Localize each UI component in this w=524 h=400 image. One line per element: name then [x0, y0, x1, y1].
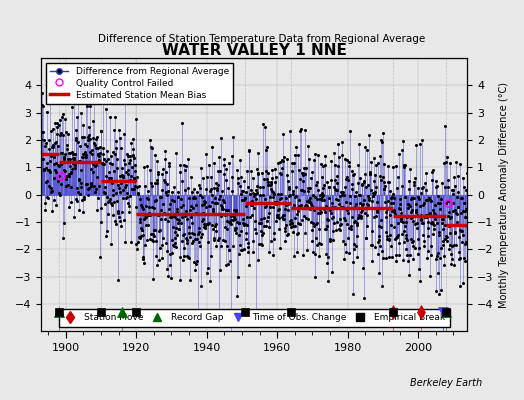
Legend: Station Move, Record Gap, Time of Obs. Change, Empirical Break: Station Move, Record Gap, Time of Obs. C… [59, 309, 450, 327]
Title: WATER VALLEY 1 NNE: WATER VALLEY 1 NNE [162, 43, 347, 58]
Text: Berkeley Earth: Berkeley Earth [410, 378, 482, 388]
Y-axis label: Monthly Temperature Anomaly Difference (°C): Monthly Temperature Anomaly Difference (… [499, 82, 509, 308]
Text: Difference of Station Temperature Data from Regional Average: Difference of Station Temperature Data f… [99, 34, 425, 44]
